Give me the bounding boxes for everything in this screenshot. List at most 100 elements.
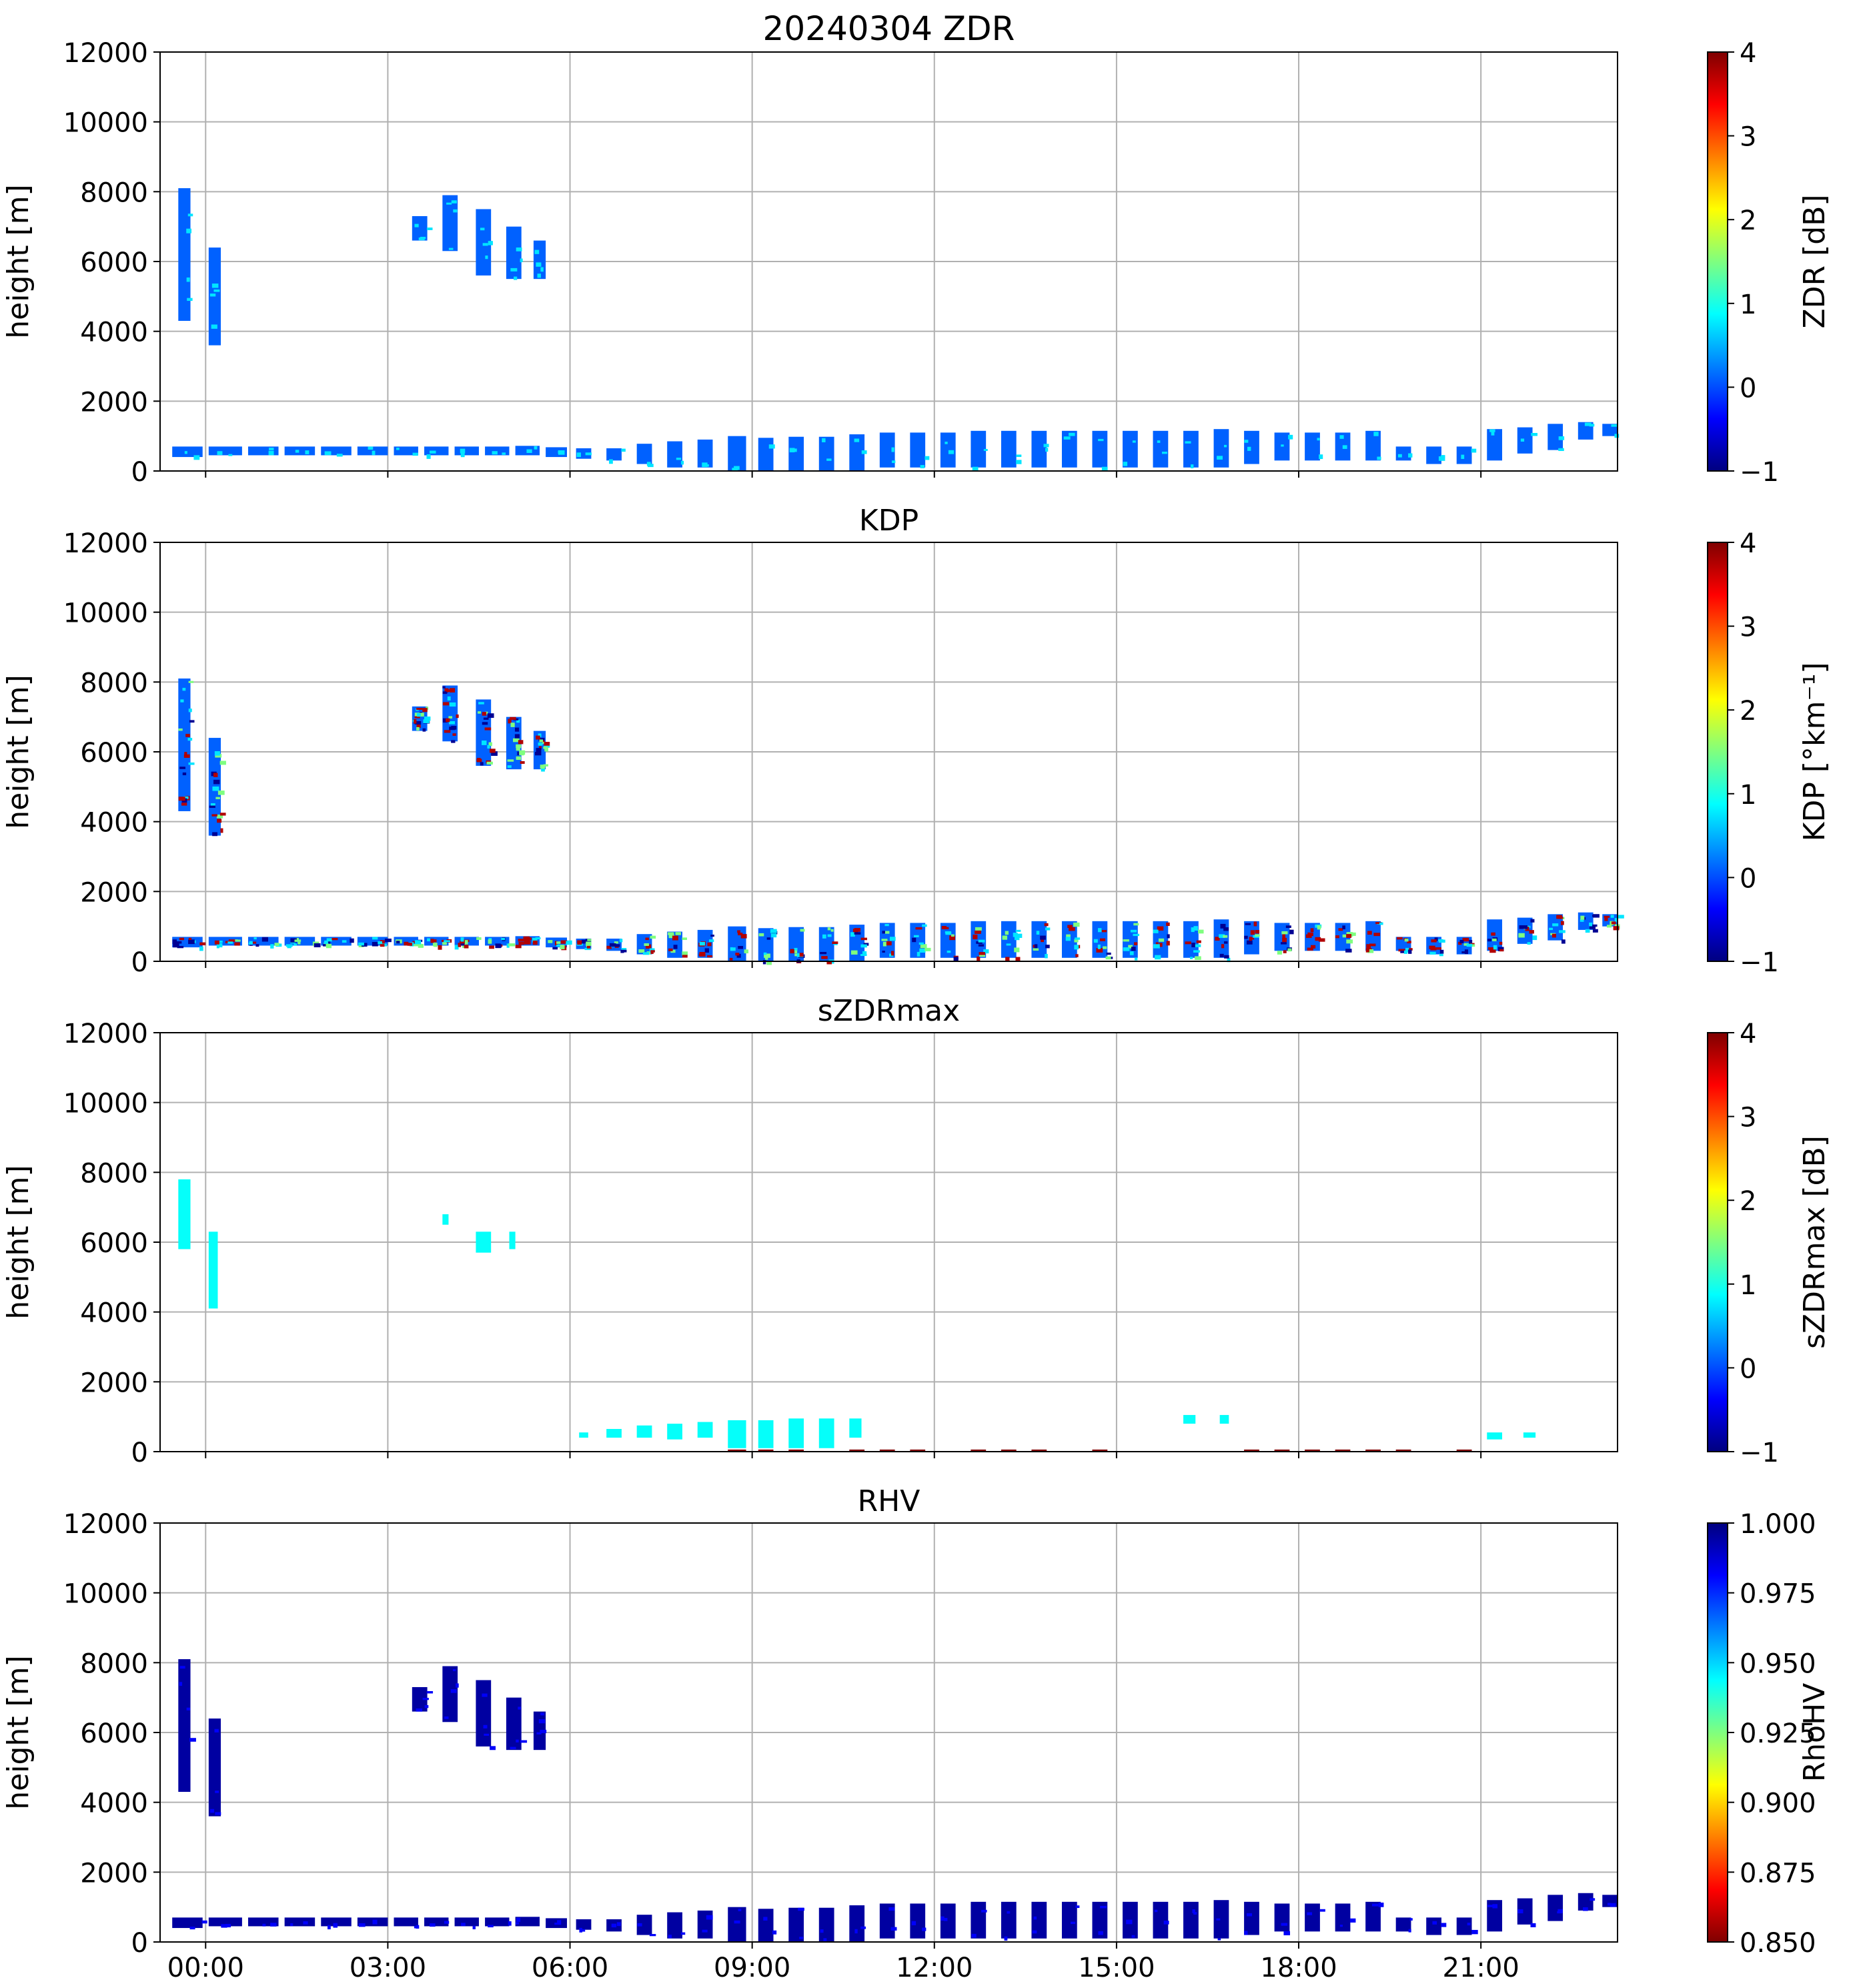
echo-speckle [506,943,510,948]
echo-speckle [1101,466,1108,471]
echo-block [971,1901,987,1939]
data-marks [172,678,1624,965]
echo-speckle [1407,941,1411,944]
echo-speckle [519,750,526,755]
echo-speckle [737,930,740,933]
echo-speckle [1549,927,1553,931]
echo-speckle [673,945,678,949]
echo-speckle [217,940,223,943]
echo-speckle [1466,943,1473,947]
echo-speckle [1430,947,1437,951]
echo-speckle [1281,942,1287,945]
echo-block [1092,1901,1108,1939]
echo-speckle [556,944,560,947]
echo-speckle [1288,434,1293,440]
echo-speckle [1492,1904,1498,1909]
panel-title: KDP [859,504,918,538]
echo-speckle [975,927,982,931]
echo-speckle [447,696,451,701]
echo-speckle [211,284,219,288]
echo-speckle [476,759,482,763]
echo-block [178,188,191,321]
echo-speckle [1471,944,1475,947]
echo-speckle [1285,925,1291,928]
echo-block [728,436,746,471]
echo-speckle [372,937,378,940]
echo-speckle [1307,947,1313,951]
colorbar-tick-label: 1.000 [1740,1509,1816,1540]
echo-speckle [1166,922,1170,926]
echo-block [284,1917,316,1927]
echo-speckle [1193,926,1198,931]
y-tick-label: 6000 [80,247,148,278]
echo-speckle [682,955,688,958]
echo-speckle [1069,432,1075,436]
echo-speckle [1346,934,1352,938]
echo-speckle [948,450,955,454]
echo-speckle [1499,941,1503,945]
echo-speckle [434,943,438,947]
x-tick-label: 12:00 [896,1953,973,1983]
echo-speckle [1074,939,1079,943]
echo-speckle [830,929,834,932]
echo-speckle [702,462,708,468]
echo-noise [1395,1449,1411,1452]
echo-block [697,439,713,468]
echo-block [178,1659,191,1792]
echo-speckle [188,680,194,683]
echo-speckle [416,724,421,728]
colorbar-tick-label: 4 [1740,1019,1756,1049]
echo-speckle [1560,921,1564,925]
y-tick-label: 8000 [80,1158,148,1189]
echo-speckle [450,688,456,693]
echo-speckle [619,939,623,943]
echo-block [1517,1898,1533,1925]
echo-speckle [404,941,409,946]
colorbar-tick-label: 3 [1740,612,1756,643]
echo-speckle [699,941,705,946]
echo-speckle [214,751,220,756]
echo-speckle [1438,939,1443,942]
echo-speckle [1367,949,1374,953]
echo-speckle [586,941,592,946]
echo-block [509,1231,516,1250]
echo-speckle [860,953,867,957]
echo-speckle [480,227,485,231]
echo-block [576,1919,592,1930]
echo-speckle [446,718,450,722]
echo-speckle [179,937,184,941]
y-tick-label: 12000 [63,1509,148,1540]
echo-speckle [508,1921,512,1926]
echo-block [412,706,428,731]
echo-speckle [1097,944,1101,949]
echo-speckle [854,932,861,935]
echo-speckle [772,1930,777,1935]
echo-speckle [516,756,522,761]
echo-speckle [211,814,217,817]
echo-speckle [1461,454,1465,459]
echo-speckle [1487,939,1491,942]
echo-speckle [1163,1921,1169,1925]
echo-speckle [332,937,338,941]
echo-speckle [1044,923,1049,927]
echo-speckle [414,223,419,227]
echo-speckle [1318,938,1325,942]
y-tick-label: 8000 [80,668,148,698]
echo-speckle [1219,953,1224,957]
echo-speckle [1220,923,1226,929]
y-tick-label: 4000 [80,1789,148,1819]
echo-speckle [1519,925,1526,929]
echo-block [1517,427,1533,454]
echo-speckle [483,1724,488,1728]
echo-speckle [638,949,645,953]
echo-speckle [584,947,591,951]
echo-block [506,1697,522,1751]
echo-speckle [738,945,744,949]
echo-speckle [444,730,451,733]
echo-speckle [179,1682,183,1686]
echo-speckle [442,686,446,688]
echo-speckle [915,927,922,930]
echo-block [454,1917,479,1927]
echo-speckle [1282,937,1287,943]
echo-speckle [919,948,926,953]
